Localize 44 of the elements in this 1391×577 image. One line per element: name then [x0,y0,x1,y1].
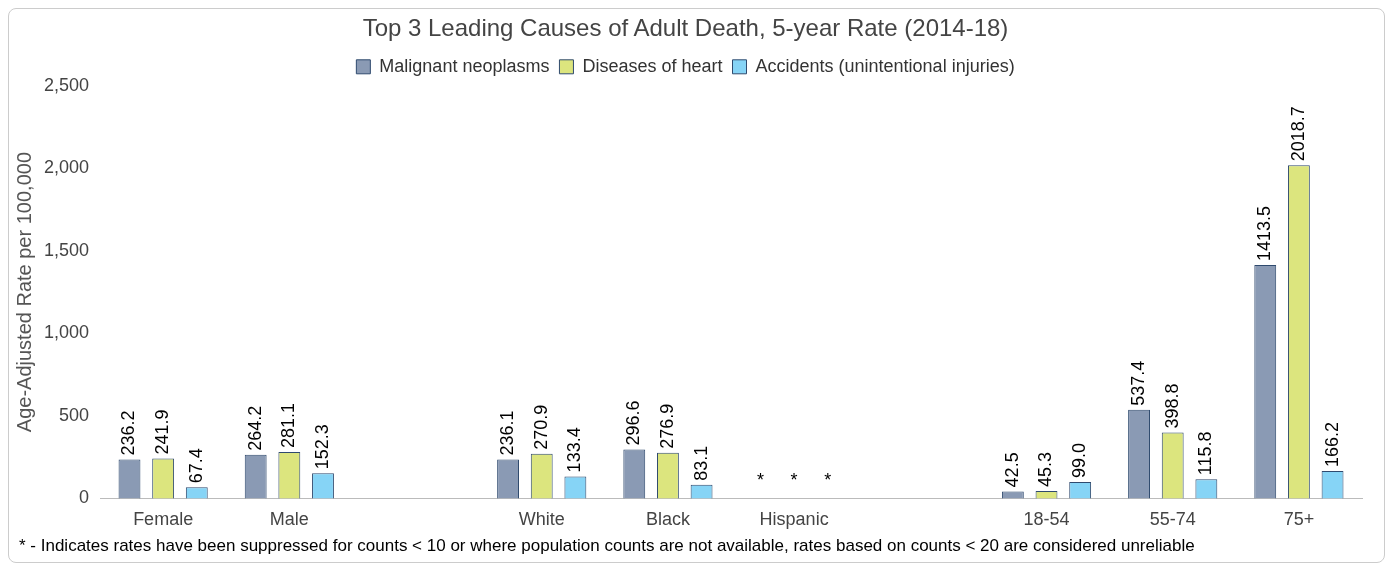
y-tick-label: 500 [59,404,90,425]
y-tick-label: 1,000 [44,322,90,343]
data-label: 166.2 [1321,421,1342,467]
data-label: 42.5 [1001,452,1022,488]
data-label: 1413.5 [1254,206,1275,262]
y-tick-label: 0 [79,487,90,508]
x-tick-label: Hispanic [759,509,829,530]
data-label: 2018.7 [1287,106,1308,162]
x-tick-label: Black [645,509,691,530]
data-label: 276.9 [656,403,677,449]
x-tick-label: Female [133,509,194,530]
y-tick-label: 1,500 [44,239,90,260]
data-label: 236.1 [497,410,518,456]
data-label: 83.1 [690,445,711,481]
y-axis-title: Age-Adjusted Rate per 100,000 [12,152,35,433]
data-label: 99.0 [1069,443,1090,479]
data-label: 152.3 [311,424,332,470]
legend-label: Diseases of heart [582,55,723,76]
y-tick-label: 2,000 [44,157,90,178]
x-tick-label: 55-74 [1149,509,1196,530]
data-label: 236.2 [118,410,139,456]
chart-title: Top 3 Leading Causes of Adult Death, 5-year Rate (2014-18) [362,14,1009,42]
legend-label: Accidents (unintentional injuries) [755,55,1015,76]
y-tick-label: 2,500 [44,74,90,95]
x-tick-label: 18-54 [1023,509,1070,530]
text: * [790,470,798,491]
data-label: 67.4 [185,448,206,484]
data-label: 45.3 [1035,451,1056,487]
data-label: 537.4 [1128,360,1149,406]
text: * [824,470,832,491]
x-tick-label: Male [269,509,309,530]
x-tick-label: 75+ [1283,509,1315,530]
data-label: 398.8 [1161,383,1182,429]
legend-label: Malignant neoplasms [379,55,550,76]
text: * - Indicates rates have been suppressed for counts < 10 or where population counts are not available, rates based on counts < 20 are considered unreliable [18,535,1196,557]
data-label: 133.4 [564,427,585,473]
data-label: 264.2 [244,405,265,451]
text: * [756,470,764,491]
data-label: 270.9 [530,404,551,450]
data-label: 115.8 [1195,431,1216,476]
x-tick-label: White [518,509,565,530]
data-label: 281.1 [278,402,299,449]
data-label: 296.6 [623,400,644,446]
data-label: 241.9 [152,409,173,455]
